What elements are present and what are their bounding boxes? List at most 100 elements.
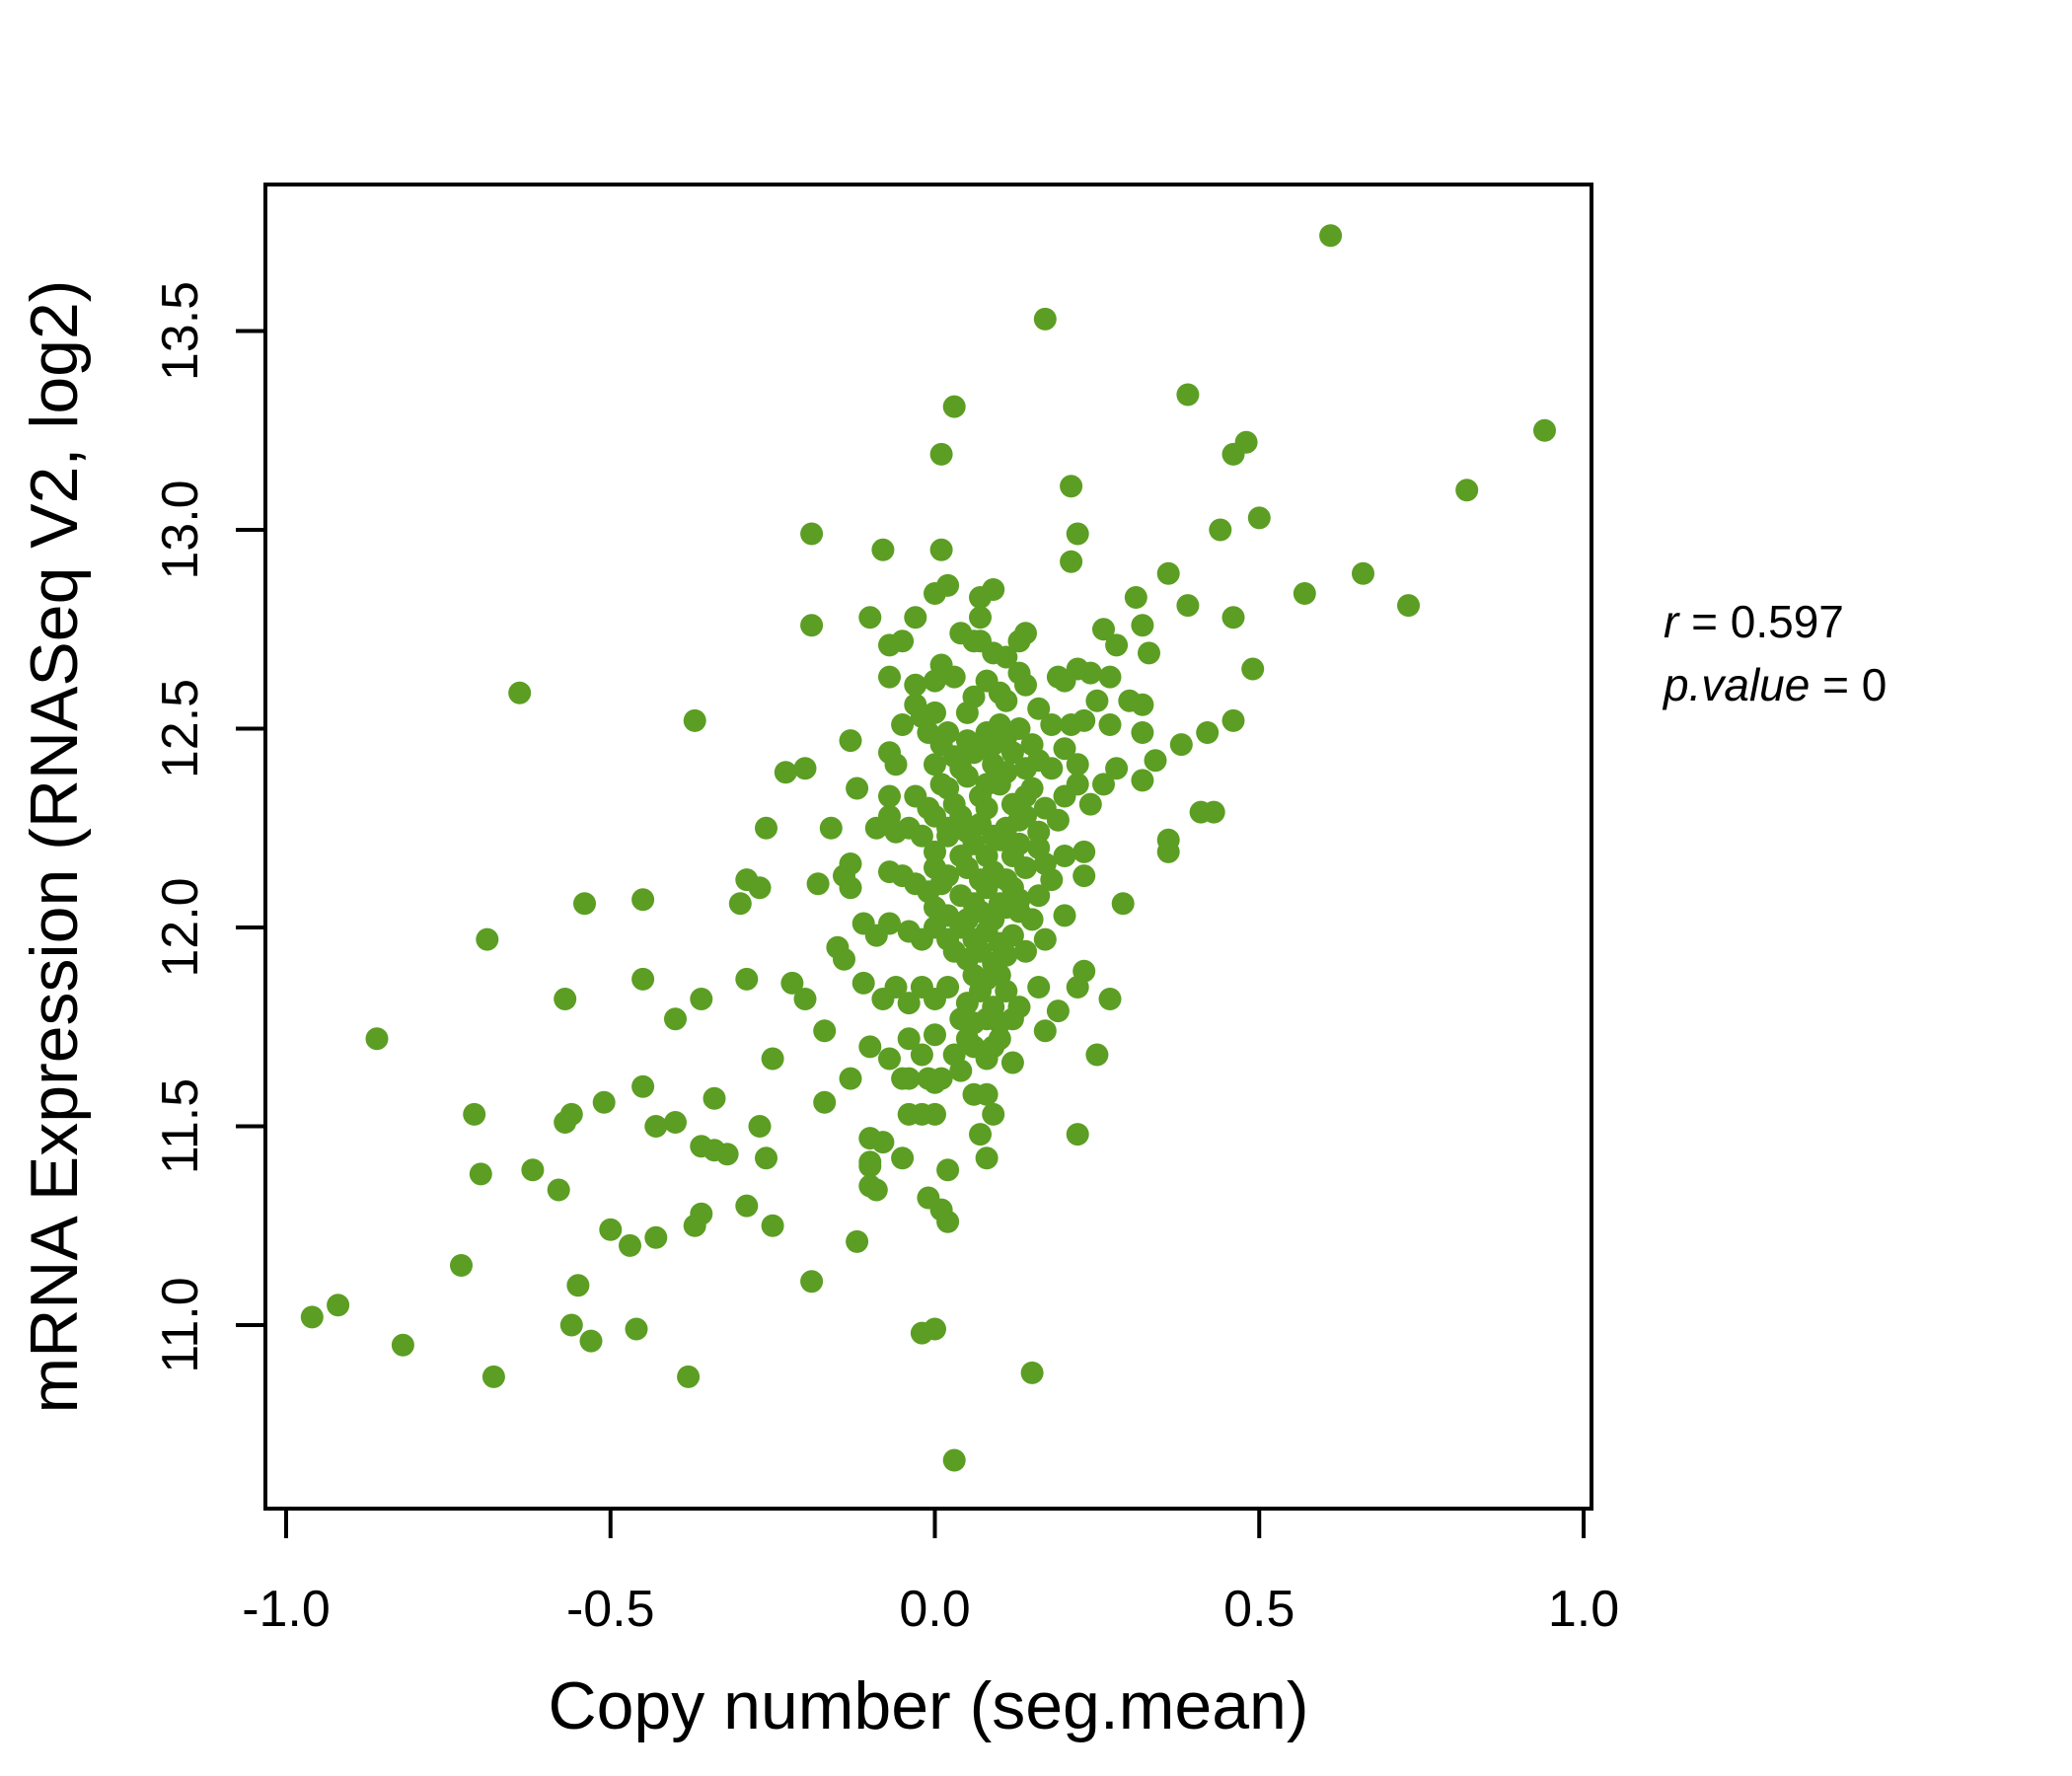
data-point (813, 1090, 837, 1114)
data-point (949, 1059, 973, 1082)
data-point (897, 1067, 921, 1090)
data-point (1046, 808, 1070, 832)
data-point (1105, 757, 1129, 780)
annotation-r-var: r (1664, 596, 1679, 647)
data-point (924, 669, 946, 693)
x-tick-label: -0.5 (566, 1581, 655, 1638)
y-tick-label: 12.0 (152, 877, 209, 977)
data-point (969, 606, 992, 629)
data-point (644, 1115, 668, 1138)
data-point (1209, 518, 1232, 542)
data-point (664, 1111, 687, 1134)
data-point (619, 1233, 641, 1257)
data-point (554, 988, 577, 1010)
data-point (573, 892, 596, 916)
data-point (878, 1047, 901, 1071)
data-point (891, 713, 915, 736)
data-point (1176, 594, 1200, 618)
data-point (1319, 224, 1343, 248)
data-point (1098, 988, 1122, 1010)
data-point (1085, 689, 1109, 712)
data-point (1014, 622, 1037, 645)
data-point (955, 701, 979, 724)
data-point (910, 1043, 933, 1067)
data-point (1014, 784, 1037, 808)
data-point (1020, 908, 1044, 931)
data-point (631, 888, 655, 912)
data-point (942, 665, 966, 689)
data-point (1144, 749, 1167, 773)
data-point (644, 1225, 668, 1249)
data-point (839, 876, 862, 900)
data-point (1397, 594, 1420, 618)
data-point (780, 971, 804, 995)
data-point (391, 1333, 414, 1357)
data-point (910, 824, 933, 848)
data-point (942, 395, 966, 418)
data-point (936, 816, 960, 840)
data-point (690, 1202, 713, 1225)
data-point (897, 1027, 921, 1051)
data-point (1196, 721, 1220, 744)
data-point (936, 1210, 960, 1233)
data-point (1169, 733, 1193, 757)
data-point (871, 538, 895, 561)
data-point (1053, 845, 1076, 867)
data-point (1138, 641, 1160, 665)
data-point (1131, 721, 1154, 744)
y-tick-label: 11.5 (152, 1078, 209, 1174)
data-point (891, 629, 915, 653)
data-point (1085, 1043, 1109, 1067)
correlation-annotation: r = 0.597 p.value = 0 (1664, 590, 1887, 716)
data-point (690, 988, 713, 1010)
data-point (1046, 999, 1070, 1023)
data-point (748, 876, 772, 900)
plot-border (263, 183, 1593, 1511)
data-point (936, 573, 960, 597)
data-point (1007, 888, 1031, 912)
annotation-pvalue-line: p.value = 0 (1664, 653, 1887, 716)
data-point (858, 1035, 882, 1059)
data-point (995, 689, 1018, 712)
data-point (969, 1123, 992, 1147)
data-point (1020, 1361, 1044, 1384)
annotation-r-value: = 0.597 (1678, 596, 1844, 647)
data-point (1007, 832, 1031, 855)
data-point (924, 840, 946, 863)
data-point (559, 1313, 583, 1337)
data-point (904, 673, 927, 697)
data-point (631, 967, 655, 991)
data-point (1027, 976, 1051, 999)
data-point (962, 741, 986, 765)
data-point (450, 1254, 473, 1277)
data-point (1060, 550, 1083, 573)
data-point (1033, 1019, 1057, 1043)
data-point (1221, 442, 1245, 466)
data-point (924, 1023, 946, 1047)
data-point (878, 784, 901, 808)
data-point (936, 904, 960, 927)
data-point (463, 1102, 486, 1126)
data-point (521, 1158, 545, 1182)
data-point (1078, 792, 1102, 816)
data-point (929, 538, 953, 561)
data-point (878, 912, 901, 935)
data-point (625, 1317, 648, 1341)
data-point (1053, 904, 1076, 927)
data-point (962, 1035, 986, 1059)
data-point (774, 761, 797, 784)
data-point (975, 1147, 999, 1170)
data-point (1046, 665, 1070, 689)
data-point (677, 1365, 701, 1388)
data-point (1000, 1051, 1024, 1074)
data-point (955, 765, 979, 788)
data-point (631, 1074, 655, 1098)
data-point (793, 757, 817, 780)
data-point (1007, 717, 1031, 740)
data-point (1156, 840, 1180, 863)
data-point (1066, 522, 1089, 546)
data-point (735, 967, 759, 991)
data-point (365, 1027, 389, 1051)
data-point (735, 1194, 759, 1218)
